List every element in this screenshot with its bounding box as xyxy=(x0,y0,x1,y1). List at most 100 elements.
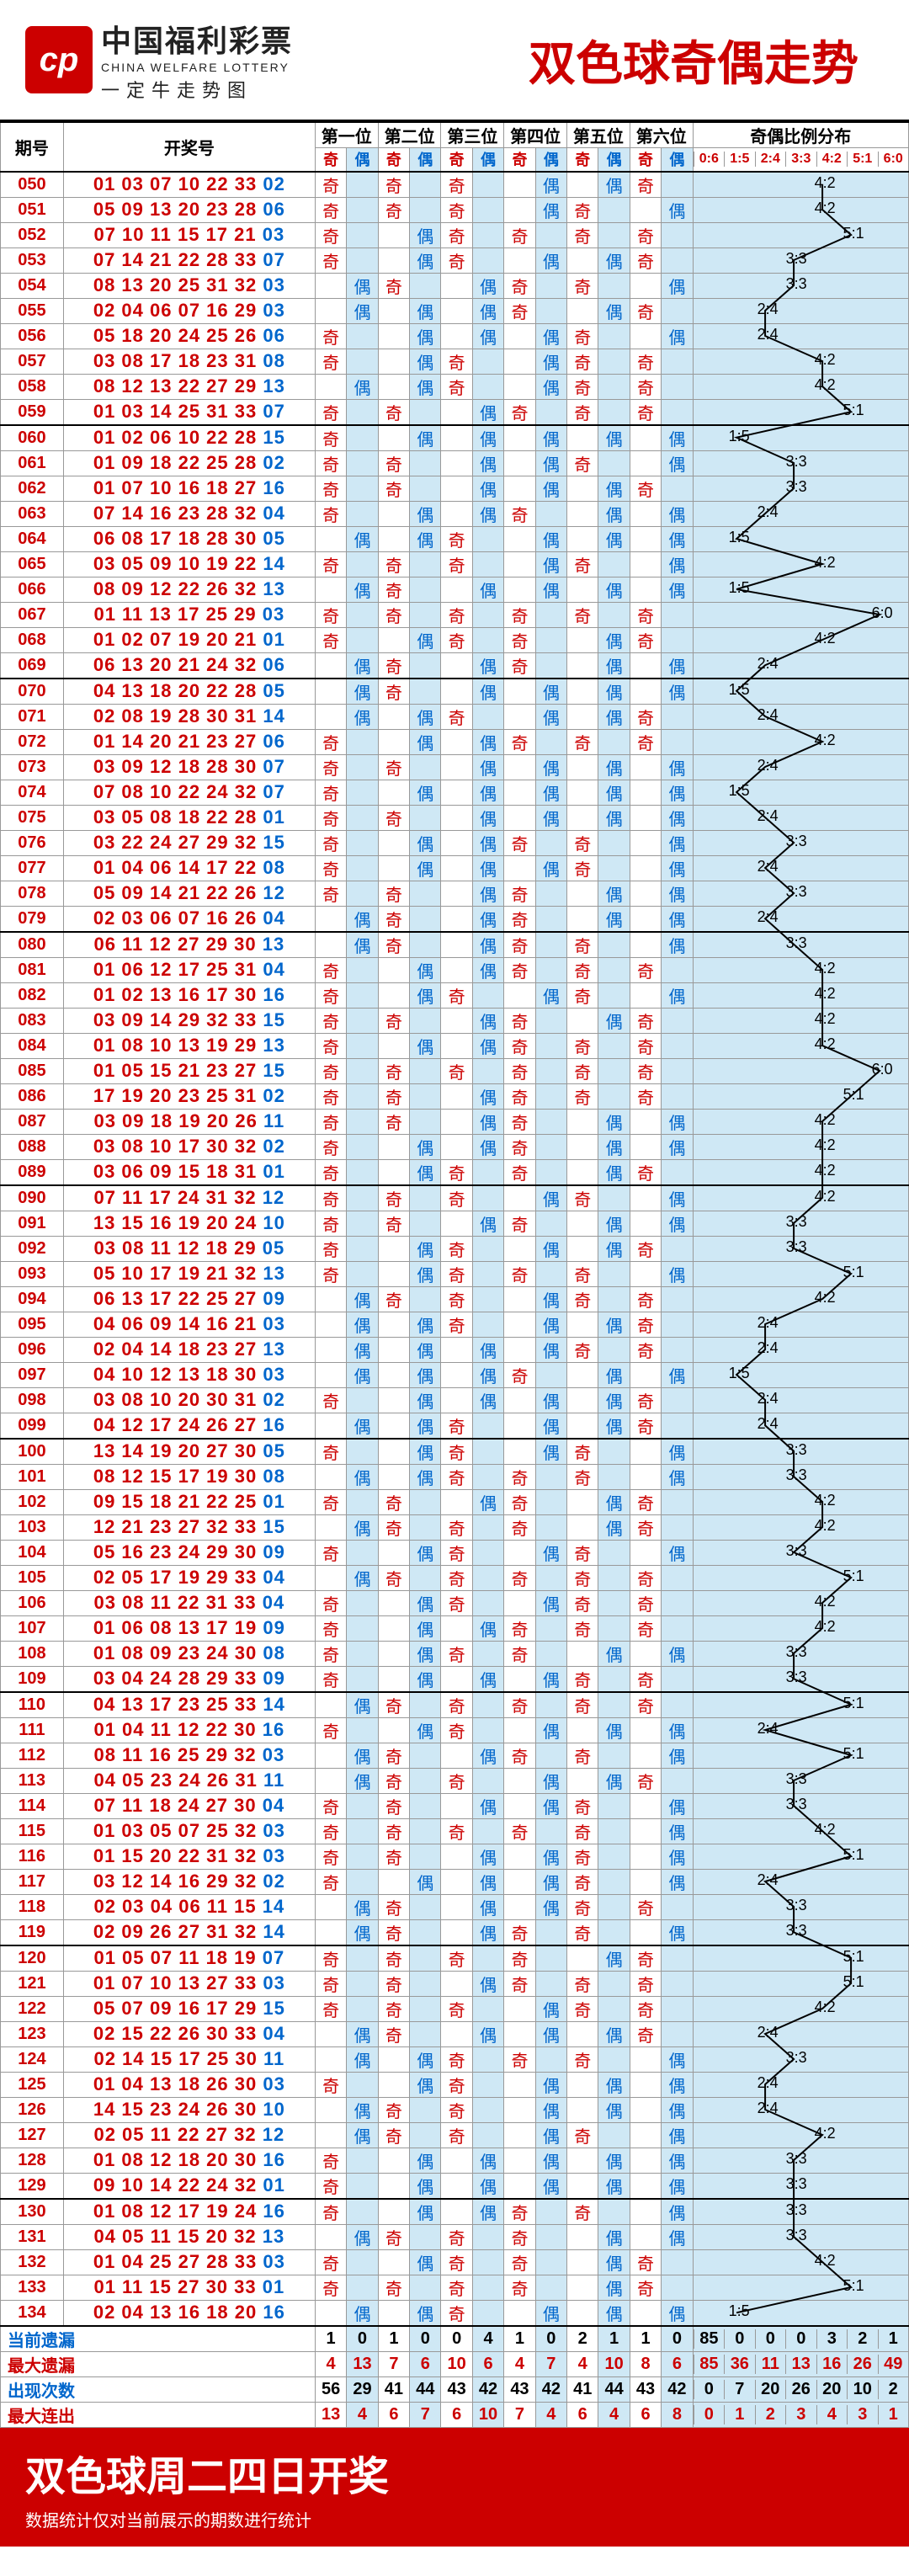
empty-cell xyxy=(347,2249,378,2275)
period-cell: 081 xyxy=(1,957,64,982)
odd-cell: 奇 xyxy=(504,1362,535,1387)
empty-cell xyxy=(504,1717,535,1743)
empty-cell xyxy=(662,1033,693,1058)
odd-cell: 奇 xyxy=(504,399,535,425)
empty-cell xyxy=(315,932,346,958)
odd-cell: 奇 xyxy=(378,551,409,577)
empty-cell xyxy=(535,1159,566,1185)
empty-cell xyxy=(535,1058,566,1083)
table-row: 12614 15 23 24 26 30 10偶奇奇偶偶偶2:4 xyxy=(1,2097,909,2122)
ratio-cell: 4:2 xyxy=(693,1514,908,1540)
stat-val: 42 xyxy=(662,2376,693,2402)
table-row: 13201 04 25 27 28 33 03奇偶奇奇偶奇4:2 xyxy=(1,2249,909,2275)
even-cell: 偶 xyxy=(472,399,503,425)
odd-cell: 奇 xyxy=(504,830,535,855)
table-row: 08006 11 12 27 29 30 13偶奇偶奇奇偶3:3 xyxy=(1,932,909,958)
odd-cell: 奇 xyxy=(504,1692,535,1718)
empty-cell xyxy=(347,1387,378,1413)
odd-cell: 奇 xyxy=(315,602,346,627)
empty-cell xyxy=(662,1514,693,1540)
odd-cell: 奇 xyxy=(567,349,598,374)
odd-cell: 奇 xyxy=(504,1971,535,1996)
odd-cell: 奇 xyxy=(630,627,661,652)
empty-cell xyxy=(315,1692,346,1718)
even-cell: 偶 xyxy=(535,450,566,476)
empty-cell xyxy=(535,1033,566,1058)
even-cell: 偶 xyxy=(410,1641,441,1666)
empty-cell xyxy=(410,2224,441,2249)
empty-cell xyxy=(347,2199,378,2225)
ratio-cell: 4:2 xyxy=(693,1286,908,1312)
odd-cell: 奇 xyxy=(630,2275,661,2300)
even-cell: 偶 xyxy=(535,754,566,780)
draw-cell: 01 08 10 13 19 29 13 xyxy=(63,1033,315,1058)
even-cell: 偶 xyxy=(598,526,630,551)
odd-cell: 奇 xyxy=(315,1489,346,1514)
brand-en: CHINA WELFARE LOTTERY xyxy=(101,61,293,74)
empty-cell xyxy=(315,1286,346,1312)
period-cell: 115 xyxy=(1,1818,64,1844)
ratio-cell: 5:1 xyxy=(693,1945,908,1972)
even-cell: 偶 xyxy=(410,1134,441,1159)
empty-cell xyxy=(378,1464,409,1489)
even-cell: 偶 xyxy=(598,2300,630,2326)
empty-cell xyxy=(662,1083,693,1109)
odd-cell: 奇 xyxy=(567,273,598,298)
ratio-cell: 4:2 xyxy=(693,982,908,1008)
draw-cell: 03 22 24 27 29 32 15 xyxy=(63,830,315,855)
period-cell: 121 xyxy=(1,1971,64,1996)
sub-odd: 奇 xyxy=(441,148,472,172)
empty-cell xyxy=(410,754,441,780)
empty-cell xyxy=(441,298,472,323)
empty-cell xyxy=(441,1666,472,1692)
odd-cell: 奇 xyxy=(567,1894,598,1919)
empty-cell xyxy=(567,1641,598,1666)
empty-cell xyxy=(567,1413,598,1439)
empty-cell xyxy=(378,1362,409,1387)
table-row: 09113 15 16 19 20 24 10奇奇偶奇偶偶3:3 xyxy=(1,1211,909,1236)
empty-cell xyxy=(567,1211,598,1236)
empty-cell xyxy=(630,855,661,881)
even-cell: 偶 xyxy=(598,2173,630,2199)
empty-cell xyxy=(347,2148,378,2173)
empty-cell xyxy=(347,1641,378,1666)
empty-cell xyxy=(347,957,378,982)
even-cell: 偶 xyxy=(472,577,503,602)
footer: 双色球周二四日开奖 数据统计仅对当前展示的期数进行统计 xyxy=(0,2428,909,2547)
odd-cell: 奇 xyxy=(504,627,535,652)
empty-cell xyxy=(662,2249,693,2275)
odd-cell: 奇 xyxy=(630,1894,661,1919)
empty-cell xyxy=(662,298,693,323)
stat-val: 42 xyxy=(535,2376,566,2402)
odd-cell: 奇 xyxy=(630,1312,661,1337)
ratio-cell: 5:1 xyxy=(693,2275,908,2300)
even-cell: 偶 xyxy=(472,323,503,349)
odd-cell: 奇 xyxy=(315,855,346,881)
stat-val: 43 xyxy=(504,2376,535,2402)
empty-cell xyxy=(441,1362,472,1387)
empty-cell xyxy=(410,906,441,932)
even-cell: 偶 xyxy=(535,2122,566,2148)
odd-cell: 奇 xyxy=(630,1286,661,1312)
empty-cell xyxy=(630,2199,661,2225)
empty-cell xyxy=(630,805,661,830)
even-cell: 偶 xyxy=(347,1565,378,1590)
stat-label: 最大遗漏 xyxy=(1,2351,316,2376)
empty-cell xyxy=(315,2122,346,2148)
odd-cell: 奇 xyxy=(378,679,409,705)
odd-cell: 奇 xyxy=(315,2275,346,2300)
odd-cell: 奇 xyxy=(567,830,598,855)
stat-val: 44 xyxy=(598,2376,630,2402)
draw-cell: 03 08 11 22 31 33 04 xyxy=(63,1590,315,1615)
empty-cell xyxy=(567,2097,598,2122)
odd-cell: 奇 xyxy=(567,1793,598,1818)
empty-cell xyxy=(504,1337,535,1362)
odd-cell: 奇 xyxy=(315,1083,346,1109)
even-cell: 偶 xyxy=(598,1768,630,1793)
even-cell: 偶 xyxy=(347,526,378,551)
odd-cell: 奇 xyxy=(441,2072,472,2097)
table-row: 06906 13 20 21 24 32 06偶奇偶奇偶偶2:4 xyxy=(1,652,909,679)
even-cell: 偶 xyxy=(598,1413,630,1439)
empty-cell xyxy=(662,1692,693,1718)
ratio-cell: 2:4 xyxy=(693,1413,908,1439)
